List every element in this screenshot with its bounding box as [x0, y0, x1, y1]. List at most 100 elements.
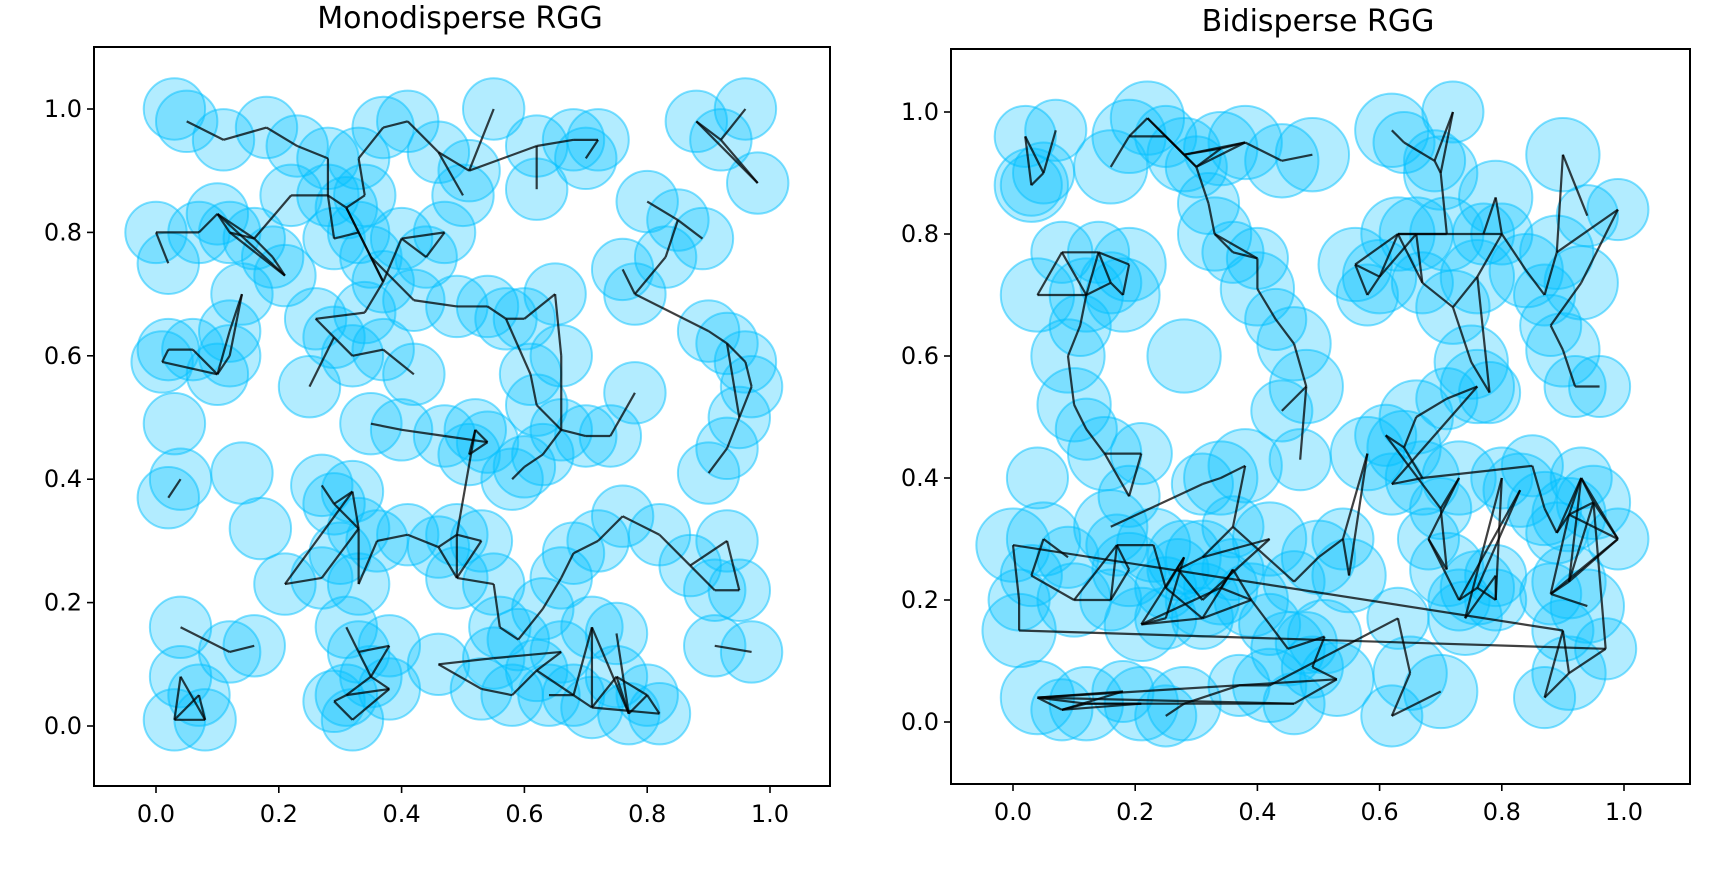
graph-edge — [1427, 538, 1461, 601]
graph-edge — [536, 138, 574, 148]
graph-edge — [357, 126, 385, 160]
graph-edge — [1415, 233, 1424, 283]
x-tick-label: 0.6 — [1361, 798, 1399, 826]
graph-edge — [161, 349, 170, 363]
graph-edge — [1165, 586, 1204, 620]
graph-edge — [1543, 630, 1564, 698]
axes: 0.0 0.2 0.4 0.6 0.8 1.0 0.0 0.2 0.4 0.6 0.8 1.0 — [44, 46, 831, 828]
graph-edge — [1201, 568, 1234, 619]
x-tick-label: 0.6 — [505, 800, 543, 828]
x-tick-label: 0.8 — [1483, 798, 1521, 826]
graph-edge — [161, 360, 218, 376]
y-tick-label: 0.0 — [44, 712, 82, 740]
graph-edge — [438, 657, 494, 666]
x-tick-label: 0.0 — [137, 800, 175, 828]
graph-edge — [499, 626, 519, 641]
graph-edge — [437, 151, 464, 196]
graph-edge — [1066, 325, 1082, 357]
graph-edge — [352, 348, 384, 357]
graph-edge — [1464, 477, 1503, 619]
graph-edge — [351, 688, 391, 721]
x-tick-label: 0.0 — [994, 798, 1032, 826]
graph-edge — [738, 386, 753, 418]
axes-frame — [93, 46, 831, 787]
graph-edge — [376, 533, 408, 542]
graph-edge — [1421, 281, 1454, 309]
graph-edge — [333, 694, 347, 703]
graph-edge — [1458, 586, 1478, 601]
graph-edge — [1567, 477, 1583, 582]
chart-monodisperse: Monodisperse RGG 0.0 0.2 0.4 0.6 0.8 1.00.00.… — [44, 1, 831, 828]
graph-edge — [1061, 702, 1142, 711]
y-tick-label: 0.0 — [901, 708, 939, 736]
graph-edge — [1232, 251, 1258, 260]
graph-edge — [523, 453, 544, 468]
graph-edge — [1128, 117, 1149, 138]
graph-edge — [1042, 129, 1057, 174]
graph-edge — [664, 219, 679, 258]
graph-edge — [1281, 385, 1308, 412]
node-disk — [210, 441, 274, 505]
graph-edge — [591, 706, 660, 715]
graph-edge — [308, 336, 336, 388]
graph-edge — [1293, 678, 1338, 705]
graph-edge — [346, 687, 390, 697]
graph-edge — [573, 539, 599, 555]
graph-edge — [320, 484, 335, 505]
graph-edge — [1164, 556, 1186, 619]
graph-edge — [1439, 111, 1454, 174]
graph-edge — [1568, 647, 1607, 675]
graph-edge — [1439, 508, 1448, 570]
graph-edge — [1109, 544, 1118, 601]
graph-edge — [1476, 586, 1497, 601]
edge-layer — [154, 108, 759, 721]
graph-edge — [1549, 538, 1619, 595]
graph-edge — [1403, 141, 1436, 162]
graph-edge — [714, 644, 752, 654]
graph-edge — [541, 577, 563, 610]
graph-edge — [1121, 264, 1131, 296]
graph-edge — [492, 583, 501, 628]
graph-edge — [1341, 453, 1369, 540]
graph-edge — [1452, 276, 1479, 308]
x-tick-label: 0.8 — [628, 800, 666, 828]
graph-edge — [1128, 453, 1143, 497]
graph-edge — [1385, 434, 1405, 449]
y-tick-label: 0.4 — [44, 465, 82, 493]
graph-edge — [1177, 568, 1204, 601]
graph-edge — [216, 212, 255, 240]
graph-edge — [1281, 153, 1313, 162]
graph-edge — [296, 144, 329, 160]
chart-title: Monodisperse RGG — [317, 1, 602, 36]
graph-edge — [1415, 397, 1448, 418]
graph-edge — [357, 540, 379, 585]
graph-edge — [689, 539, 728, 567]
graph-edge — [1024, 136, 1033, 186]
graph-edge — [486, 305, 507, 320]
graph-edge — [1433, 111, 1454, 162]
graph-edge — [455, 540, 483, 579]
graph-edge — [1287, 641, 1307, 650]
graph-edge — [646, 200, 679, 222]
graph-edge — [437, 546, 458, 579]
graph-edge — [536, 651, 562, 672]
graph-edge — [357, 158, 366, 196]
graph-edge — [1030, 172, 1045, 186]
graph-edge — [677, 219, 704, 240]
graph-edge — [1037, 678, 1337, 699]
node-disk — [228, 496, 293, 561]
graph-edge — [315, 311, 365, 320]
graph-edge — [1299, 386, 1308, 460]
graph-edge — [1030, 538, 1045, 576]
node-disk — [523, 262, 587, 326]
graph-edge — [1152, 544, 1167, 589]
graph-edge — [481, 687, 513, 697]
graph-edge — [455, 429, 477, 535]
graph-edge — [572, 626, 594, 696]
graph-edge — [1482, 197, 1497, 235]
graph-edge — [1274, 318, 1295, 345]
graph-edge — [1390, 672, 1412, 717]
graph-edge — [1293, 556, 1320, 583]
graph-edge — [1366, 276, 1381, 296]
graph-edge — [597, 515, 624, 542]
